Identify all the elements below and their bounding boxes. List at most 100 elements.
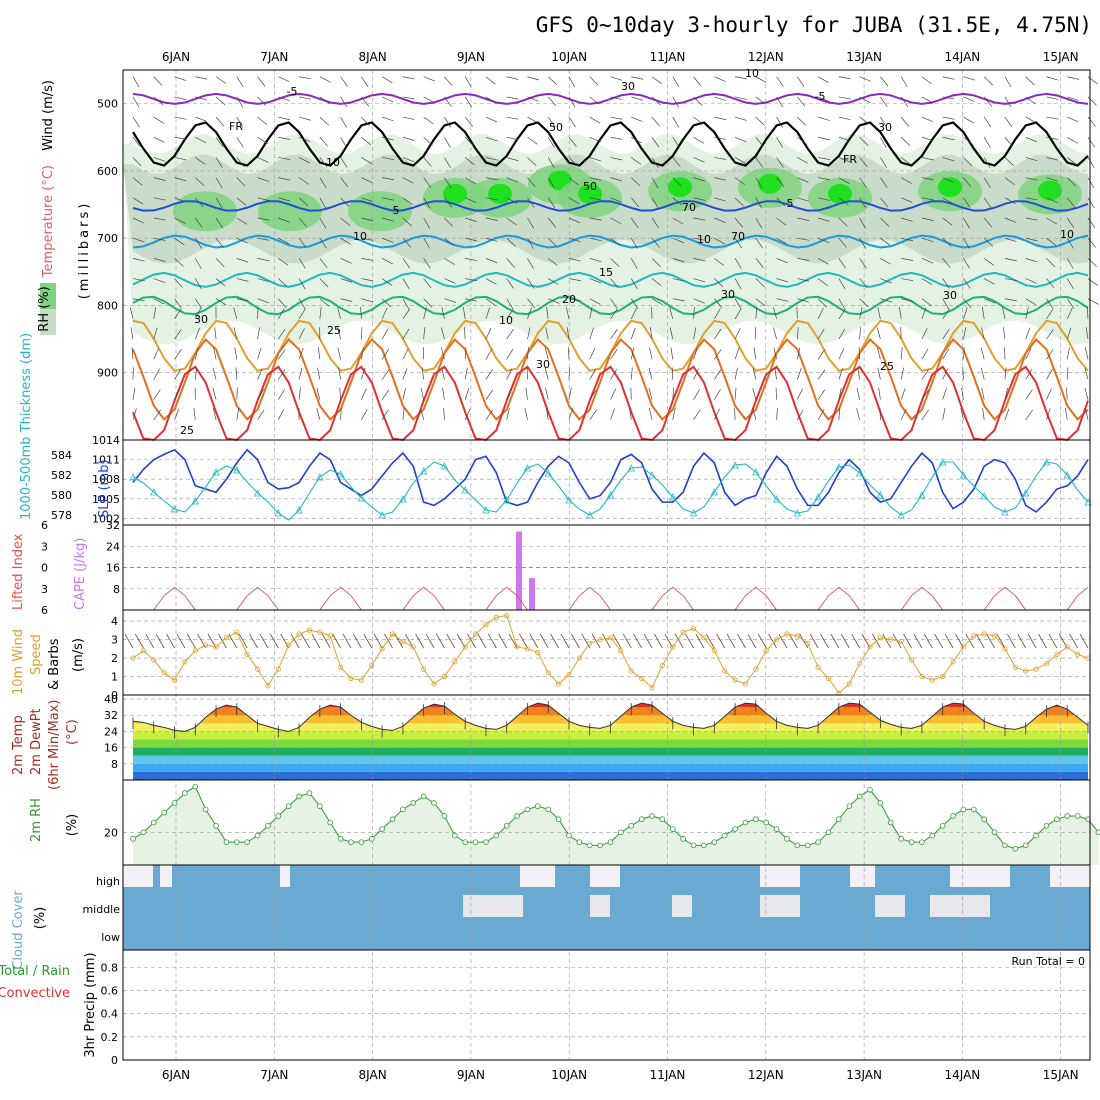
rh2m-point: [389, 816, 396, 823]
rh2m-point: [306, 790, 313, 796]
lifted-index-tick-label: 3: [41, 540, 48, 553]
wind-barb: [506, 408, 510, 420]
rh2m-point: [275, 813, 282, 819]
wind-barb: [548, 258, 558, 267]
wind10m-barb: [539, 633, 549, 649]
wind-barb: [527, 238, 534, 249]
cloud-gap-middle: [760, 895, 800, 917]
wind-barb: [693, 116, 704, 125]
wind-barb: [776, 258, 788, 264]
wind10m-barbs-label: & Barbs: [47, 638, 62, 690]
wind-barb: [880, 157, 887, 168]
thickness-point: [191, 497, 199, 505]
cloud-gap-middle: [930, 895, 990, 917]
wind-barb: [963, 217, 970, 229]
wind-barb: [485, 177, 498, 181]
wind-barb: [402, 368, 408, 380]
wind-barb: [132, 157, 142, 167]
wind-barb: [174, 116, 187, 120]
wind-barb: [1046, 408, 1051, 420]
wind-barb: [337, 327, 341, 340]
wind-barb: [153, 76, 163, 86]
wind-barb: [1025, 136, 1037, 143]
wind-barb: [1025, 96, 1036, 105]
thickness-point: [731, 461, 739, 469]
wind10m-point: [296, 631, 302, 637]
wind-barb: [817, 258, 829, 265]
wind-barb: [195, 136, 207, 144]
wind-barb: [981, 327, 985, 340]
wind-barb: [527, 307, 532, 320]
temp-color-band: [133, 747, 1088, 756]
wind-barb: [900, 96, 909, 108]
wind-barb: [257, 258, 270, 262]
wind-barb: [859, 298, 869, 308]
wind-barb: [880, 258, 892, 265]
wind-barb: [610, 237, 621, 246]
wind-barb: [776, 76, 784, 87]
temp-unit-label: (°C): [65, 719, 80, 745]
wind-barb: [1086, 306, 1089, 319]
wind-barb: [963, 278, 971, 289]
wind-barb: [153, 197, 166, 201]
wind-barb: [340, 237, 352, 245]
wind-barb: [299, 76, 311, 80]
wind-barb: [651, 197, 659, 209]
wind-barb: [1025, 217, 1038, 221]
wind-barb: [983, 217, 993, 228]
wind-barb: [651, 96, 661, 106]
wind10m-point: [576, 655, 582, 661]
wind10m-point: [171, 677, 178, 683]
wind10m-point: [275, 666, 281, 672]
wind-barb: [1046, 349, 1054, 360]
wind-barb: [817, 96, 830, 102]
wind-barb: [630, 237, 638, 249]
wind-barb: [1087, 157, 1095, 168]
wind-barb: [153, 278, 166, 284]
wind-barb: [671, 367, 674, 380]
wind-barb: [381, 278, 393, 286]
wind-barb: [942, 407, 946, 420]
wind-barb: [485, 328, 492, 340]
wind-barb: [278, 298, 287, 309]
thickness-point: [586, 511, 594, 519]
wind10m-barb: [633, 633, 642, 649]
wind-barb: [153, 389, 161, 400]
wind-barb: [921, 369, 929, 380]
wind-barb: [465, 278, 478, 281]
wind10m-point: [306, 627, 313, 633]
wind-barb: [485, 298, 496, 307]
rh-legend-swatch-green: [40, 283, 56, 309]
rh2m-point: [451, 832, 458, 839]
wind-barb: [506, 348, 514, 360]
wind-barb: [153, 237, 166, 241]
wind-barb: [485, 278, 497, 285]
wind-barb: [797, 409, 804, 420]
precip-tick-label: 0.2: [101, 1031, 119, 1044]
thickness-axis-label: 1000-500mb Thickness (dm): [19, 333, 34, 520]
wind-barb: [506, 368, 513, 380]
wind10m-barb: [612, 633, 622, 649]
wind10m-barb: [757, 633, 767, 649]
wind-barb: [900, 388, 906, 400]
wind-barb: [506, 116, 519, 120]
wind-barb: [589, 368, 597, 380]
wind-barb: [547, 96, 557, 107]
wind-barb: [381, 409, 389, 421]
wind-barb: [838, 76, 851, 80]
wind-barb: [714, 96, 726, 101]
wind-barb: [942, 278, 950, 289]
wind10m-point: [1033, 666, 1039, 672]
wind-barb: [693, 76, 702, 87]
rh2m-point: [877, 800, 884, 806]
wind-barb: [402, 96, 415, 100]
wind-barb: [464, 388, 470, 400]
wind-barb: [423, 177, 431, 188]
wind-barb: [298, 367, 303, 380]
wind-barb: [444, 298, 456, 303]
wind-barb: [298, 387, 301, 400]
wind-barb: [340, 217, 351, 226]
wind-barb: [817, 76, 829, 83]
wind10m-point: [639, 675, 645, 681]
wind-barb: [901, 217, 913, 222]
